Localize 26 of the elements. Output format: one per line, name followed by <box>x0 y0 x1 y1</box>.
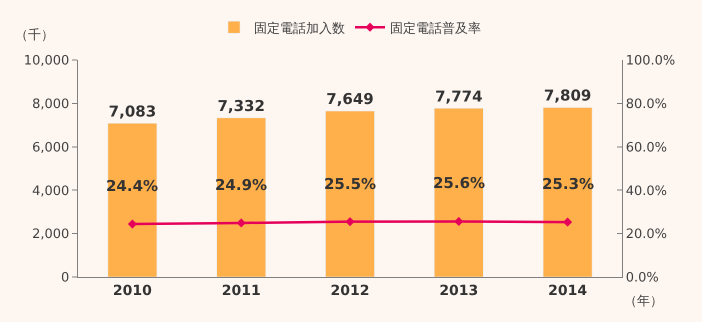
y-tick-label: 10,000 <box>24 54 70 69</box>
x-tick-label: 2014 <box>548 282 588 299</box>
data-label: 7,649 <box>326 90 374 108</box>
x-tick-label: 2011 <box>222 282 261 299</box>
data-label: 7,809 <box>544 86 592 105</box>
data-label: 7,774 <box>435 87 483 106</box>
y-tick-label: 6,000 <box>32 140 70 156</box>
x-tick-label: 2010 <box>112 282 152 299</box>
y2-tick-label: 40.0% <box>626 184 668 199</box>
x-axis-title: （年） <box>624 294 663 309</box>
data-label: 7,083 <box>108 102 156 120</box>
y-tick-label: 4,000 <box>32 184 70 199</box>
y2-tick-label: 80.0% <box>626 96 668 112</box>
y-tick-label: 2,000 <box>32 227 70 242</box>
y2-tick-label: 60.0% <box>626 140 668 156</box>
x-tick-label: 2012 <box>330 282 370 299</box>
legend-label: 固定電話普及率 <box>390 20 481 36</box>
y2-tick-label: 0.0% <box>626 270 659 286</box>
y2-tick-label: 100.0% <box>626 54 676 69</box>
x-tick-label: 2013 <box>439 282 478 299</box>
y-axis-title: （千） <box>15 28 54 43</box>
y-tick-label: 0 <box>61 270 70 286</box>
y-tick-label: 8,000 <box>32 96 70 112</box>
legend-label: 固定電話加入数 <box>254 21 345 36</box>
y2-tick-label: 20.0% <box>626 227 668 242</box>
data-label: 7,332 <box>217 96 265 115</box>
